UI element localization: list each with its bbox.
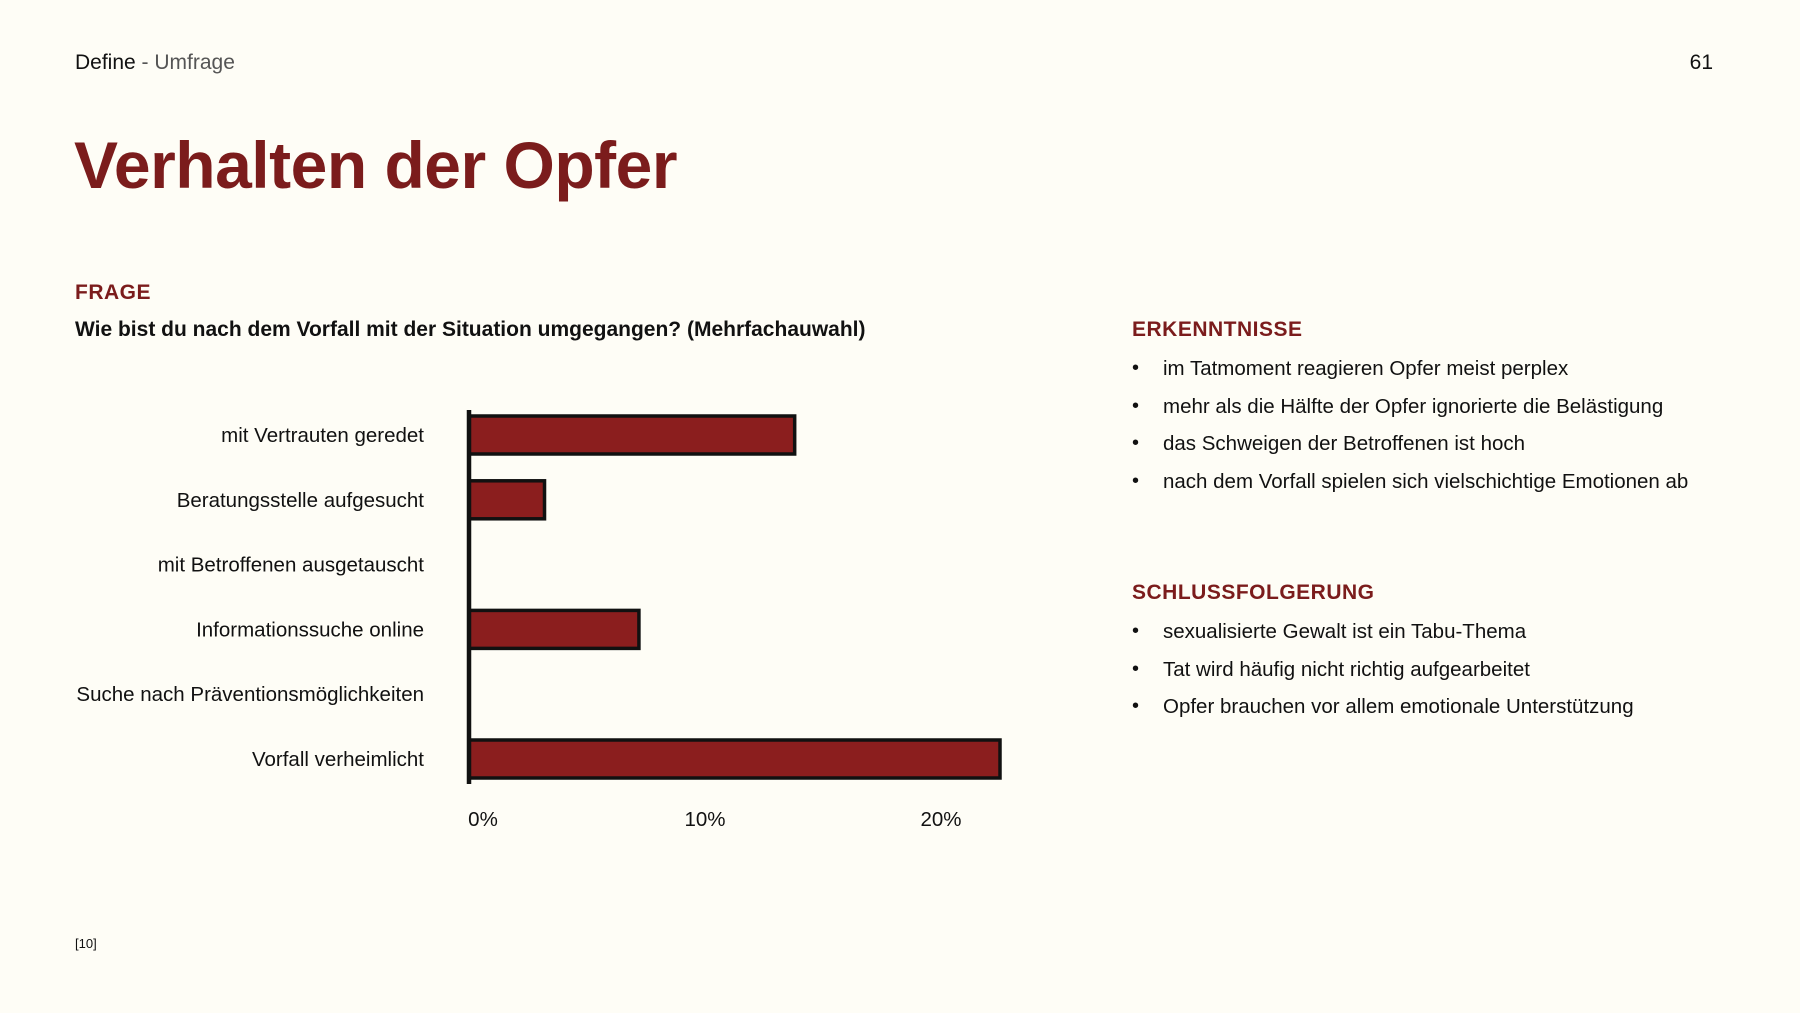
category-label: Beratungsstelle aufgesucht	[177, 489, 425, 512]
insights-item: mehr als die Hälfte der Opfer ignorierte…	[1132, 388, 1688, 426]
category-label: mit Vertrauten geredet	[221, 424, 424, 447]
insights-item: nach dem Vorfall spielen sich vielschich…	[1132, 463, 1688, 501]
bar	[467, 479, 547, 521]
breadcrumb-subsection: Umfrage	[154, 51, 235, 74]
bar	[467, 608, 641, 651]
category-label: Vorfall verheimlicht	[252, 748, 424, 771]
bar	[467, 414, 797, 456]
breadcrumb-separator: -	[135, 51, 155, 74]
insights-item: das Schweigen der Betroffenen ist hoch	[1132, 425, 1688, 463]
page-number: 61	[1689, 51, 1713, 74]
conclusion-list: sexualisierte Gewalt ist ein Tabu-ThemaT…	[1132, 613, 1634, 726]
x-tick-label: 10%	[684, 808, 725, 831]
insights-list: im Tatmoment reagieren Opfer meist perpl…	[1132, 350, 1688, 500]
category-label: Suche nach Präventionsmöglichkeiten	[76, 683, 424, 706]
question-label: FRAGE	[75, 281, 151, 304]
conclusion-label: SCHLUSSFOLGERUNG	[1132, 581, 1375, 604]
breadcrumb-section: Define	[75, 51, 136, 74]
breadcrumb: Define - Umfrage	[75, 48, 235, 78]
x-tick-label: 0%	[468, 808, 498, 831]
insights-label: ERKENNTNISSE	[1132, 318, 1303, 341]
conclusion-item: sexualisierte Gewalt ist ein Tabu-Thema	[1132, 613, 1634, 651]
conclusion-item: Opfer brauchen vor allem emotionale Unte…	[1132, 688, 1634, 726]
page-title: Verhalten der Opfer	[74, 128, 678, 202]
question-text: Wie bist du nach dem Vorfall mit der Sit…	[75, 318, 866, 341]
conclusion-item: Tat wird häufig nicht richtig aufgearbei…	[1132, 651, 1634, 689]
category-label: mit Betroffenen ausgetauscht	[158, 554, 425, 577]
category-label: Informationssuche online	[196, 618, 424, 641]
source-footnote: [10]	[75, 936, 97, 951]
bar	[467, 738, 1002, 780]
x-tick-label: 20%	[920, 808, 961, 831]
bar-chart: mit Vertrauten geredet Beratungsstelle au…	[76, 410, 1002, 831]
insights-item: im Tatmoment reagieren Opfer meist perpl…	[1132, 350, 1688, 388]
